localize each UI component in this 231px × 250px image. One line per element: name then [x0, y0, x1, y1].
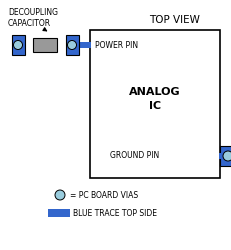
Bar [12, 35, 25, 55]
Text: = PC BOARD VIAS: = PC BOARD VIAS [70, 190, 137, 200]
Bar [33, 38, 57, 52]
Bar [48, 209, 70, 217]
Circle shape [55, 190, 65, 200]
Text: POWER PIN: POWER PIN [94, 40, 137, 50]
Text: DECOUPLING
CAPACITOR: DECOUPLING CAPACITOR [8, 8, 58, 28]
Circle shape [222, 151, 231, 161]
Bar [90, 30, 219, 178]
Text: BLUE TRACE TOP SIDE: BLUE TRACE TOP SIDE [73, 208, 156, 218]
Circle shape [67, 40, 76, 50]
Bar [79, 42, 90, 48]
Text: ANALOG
IC: ANALOG IC [129, 88, 180, 110]
Bar [66, 35, 79, 55]
Text: GROUND PIN: GROUND PIN [109, 152, 158, 160]
Circle shape [13, 40, 22, 50]
Bar [72, 42, 90, 48]
Bar [219, 146, 231, 166]
Text: TOP VIEW: TOP VIEW [149, 15, 200, 25]
Bar [86, 42, 91, 48]
Bar [218, 153, 221, 159]
